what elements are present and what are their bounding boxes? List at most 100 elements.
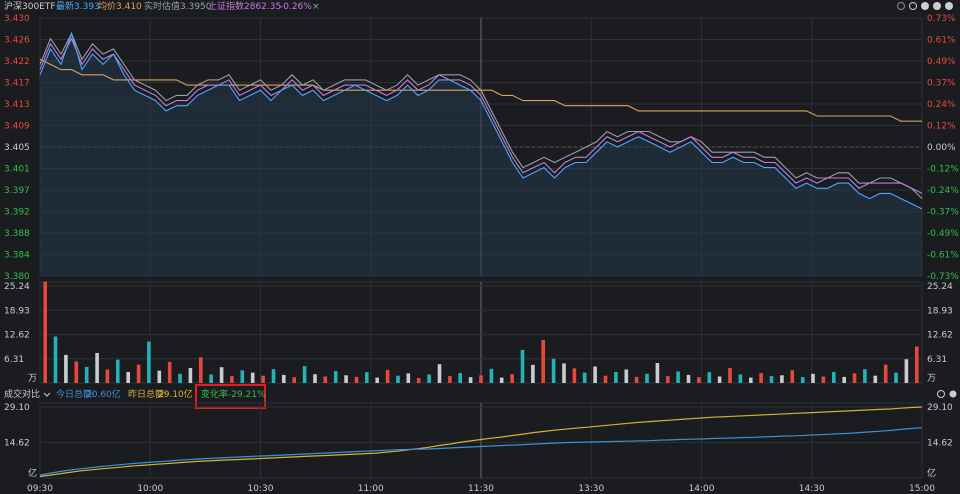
turnover-tick-left: 29.10 <box>4 403 30 413</box>
volume-bar <box>624 369 629 383</box>
volume-bar <box>406 373 411 383</box>
volume-bar <box>562 363 566 383</box>
settings-icon[interactable] <box>897 2 905 10</box>
volume-bar <box>811 373 815 383</box>
price-tick-left: 3.384 <box>4 251 30 261</box>
volume-bar <box>84 366 89 383</box>
price-lines <box>39 31 923 210</box>
volume-bar <box>655 363 660 383</box>
index-label: 上证指数 <box>208 0 244 12</box>
volume-bar <box>510 374 514 383</box>
turnover-unit-left: 亿 <box>28 467 37 479</box>
volume-bar <box>333 371 338 383</box>
series-line-0 <box>39 31 923 210</box>
volume-bar <box>904 359 909 383</box>
price-tick-left: 3.392 <box>4 208 30 218</box>
avg-label: 均价 <box>98 0 116 12</box>
price-tick-right: 0.73% <box>927 14 956 24</box>
volume-bar <box>344 375 348 383</box>
volume-bar <box>219 367 224 383</box>
price-tick-right: 0.00% <box>927 143 956 153</box>
volume-bar <box>852 373 857 383</box>
series-line-1 <box>39 37 923 194</box>
volume-bar <box>437 364 442 383</box>
settings-icon[interactable] <box>937 390 945 398</box>
volume-bar <box>582 372 587 383</box>
volume-bar <box>520 349 525 383</box>
fund-name: 沪深300ETF <box>4 0 56 12</box>
series-line-2 <box>39 32 923 199</box>
price-tick-left: 3.422 <box>4 57 30 67</box>
iopv-label: 实时估值 <box>144 0 180 12</box>
expand-icon[interactable] <box>945 2 953 10</box>
volume-bar <box>385 369 390 383</box>
turnover-lines <box>39 406 923 478</box>
volume-bar <box>157 370 162 383</box>
turnover-line-1 <box>39 427 923 476</box>
volume-bar <box>915 346 919 383</box>
volume-bar <box>354 376 359 383</box>
time-tick: 15:00 <box>909 484 935 494</box>
today-value: 20.60亿 <box>86 388 121 400</box>
volume-bar <box>728 368 732 383</box>
price-tick-left: 3.426 <box>4 36 30 46</box>
zoom-out-icon[interactable] <box>921 2 929 10</box>
volume-bar <box>375 377 379 383</box>
header-bar <box>0 0 960 12</box>
volume-bar <box>499 377 504 383</box>
volume-bar <box>458 373 462 383</box>
volume-bar <box>427 374 431 383</box>
volume-unit-left: 万 <box>28 374 37 384</box>
volume-tick-right: 25.24 <box>927 282 953 292</box>
close-icon[interactable]: × <box>312 2 320 12</box>
volume-bar <box>780 375 784 383</box>
price-tick-left: 3.397 <box>4 186 30 196</box>
price-tick-right: 0.61% <box>927 36 956 46</box>
volume-bar <box>209 374 213 383</box>
time-axis: 09:30 10:00 10:30 11:00 11:30 13:30 14:00 14:30… <box>27 484 935 494</box>
volume-bar <box>365 372 369 383</box>
turnover-grid <box>39 402 923 479</box>
volume-bar <box>448 376 452 383</box>
volume-bar <box>738 374 743 383</box>
close-panel-icon[interactable] <box>949 390 957 398</box>
header-icons <box>897 2 953 10</box>
volume-bar <box>551 358 556 383</box>
chevron-down-icon[interactable] <box>43 392 51 397</box>
change-label: 变化率 <box>201 388 228 400</box>
volume-bar <box>894 372 898 383</box>
volume-bar <box>800 377 805 383</box>
volume-bar <box>541 340 545 383</box>
change-value: -29.21% <box>228 390 266 400</box>
volume-grid <box>39 281 923 384</box>
yesterday-value: 29.10亿 <box>158 388 193 400</box>
volume-bar <box>53 336 58 383</box>
volume-bar <box>686 374 691 383</box>
price-right-axis: 0.73% 0.61% 0.49% 0.37% 0.24% 0.12% 0.00% -0.12… <box>927 14 959 282</box>
volume-bar <box>147 341 151 383</box>
volume-bar <box>313 374 317 383</box>
price-area <box>40 33 922 276</box>
zoom-in-icon[interactable] <box>933 2 941 10</box>
volume-unit-right: 万 <box>927 374 936 384</box>
price-tick-left: 3.380 <box>4 272 30 282</box>
volume-bar <box>717 376 722 383</box>
volume-bar <box>468 377 473 383</box>
volume-bar <box>821 376 826 383</box>
volume-bar <box>199 357 203 383</box>
volume-bar <box>416 378 421 383</box>
volume-bar <box>396 375 400 383</box>
time-tick: 13:30 <box>578 484 604 494</box>
compare-label[interactable]: 成交对比 <box>4 388 40 400</box>
volume-bar <box>531 364 535 383</box>
refresh-icon[interactable] <box>909 2 917 10</box>
time-tick: 10:30 <box>248 484 274 494</box>
volume-bar <box>292 377 296 383</box>
price-tick-right: -0.24% <box>927 186 959 196</box>
volume-bar <box>790 370 795 383</box>
turnover-unit-right: 亿 <box>927 467 936 479</box>
volume-bar <box>136 364 141 383</box>
volume-bar <box>676 371 680 383</box>
volume-bar <box>64 354 68 383</box>
